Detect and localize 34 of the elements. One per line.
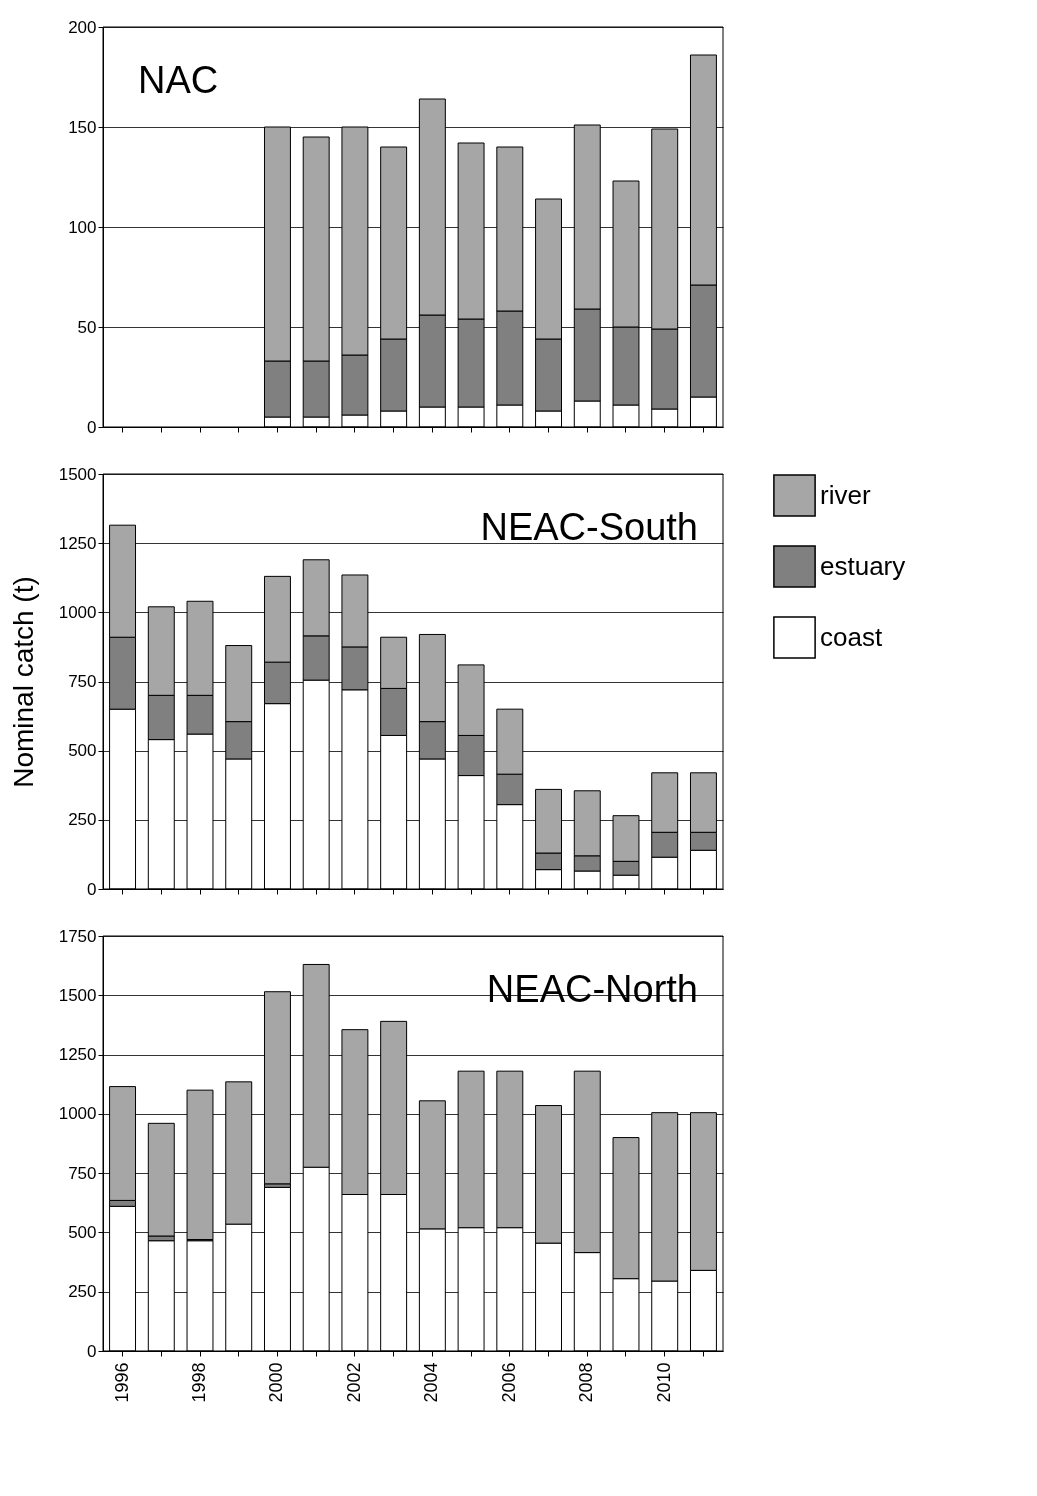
y-tick-label: 1500: [58, 464, 97, 484]
text: NEAC-South: [480, 506, 698, 548]
legend-label: river: [820, 479, 871, 510]
y-tick-label: 0: [87, 879, 97, 899]
x-tick-label: 2006: [498, 1362, 519, 1403]
x-tick-label: 2010: [653, 1362, 674, 1403]
y-tick-label: 0: [87, 417, 97, 437]
text: NAC: [138, 59, 219, 101]
y-tick-label: 500: [68, 1222, 97, 1242]
y-tick-label: 1750: [58, 926, 97, 946]
y-tick-label: 1500: [58, 985, 97, 1005]
x-tick-label: 2004: [421, 1362, 442, 1403]
y-tick-label: 750: [68, 1163, 97, 1183]
y-tick-label: 1250: [58, 533, 97, 553]
legend-label: estuary: [820, 550, 906, 581]
y-tick-label: 1250: [58, 1045, 97, 1065]
y-tick-label: 1000: [58, 602, 97, 622]
x-tick-label: 2002: [343, 1362, 364, 1403]
y-tick-label: 750: [68, 672, 97, 691]
y-tick-label: 50: [77, 317, 97, 337]
x-tick-label: 2008: [576, 1362, 597, 1403]
x-tick-label: 2000: [266, 1362, 287, 1403]
y-tick-label: 250: [68, 1282, 97, 1302]
y-tick-label: 150: [68, 117, 97, 137]
y-tick-label: 1000: [58, 1104, 97, 1124]
y-axis-title: Nominal catch (t): [7, 576, 39, 788]
y-tick-label: 100: [68, 217, 97, 237]
x-tick-label: 1996: [111, 1362, 132, 1403]
y-tick-label: 250: [68, 810, 97, 830]
y-tick-label: 200: [68, 17, 97, 37]
y-tick-label: 500: [68, 741, 97, 761]
x-tick-label: 1998: [189, 1362, 210, 1403]
y-tick-label: 0: [87, 1341, 97, 1361]
legend-label: coast: [820, 621, 883, 652]
